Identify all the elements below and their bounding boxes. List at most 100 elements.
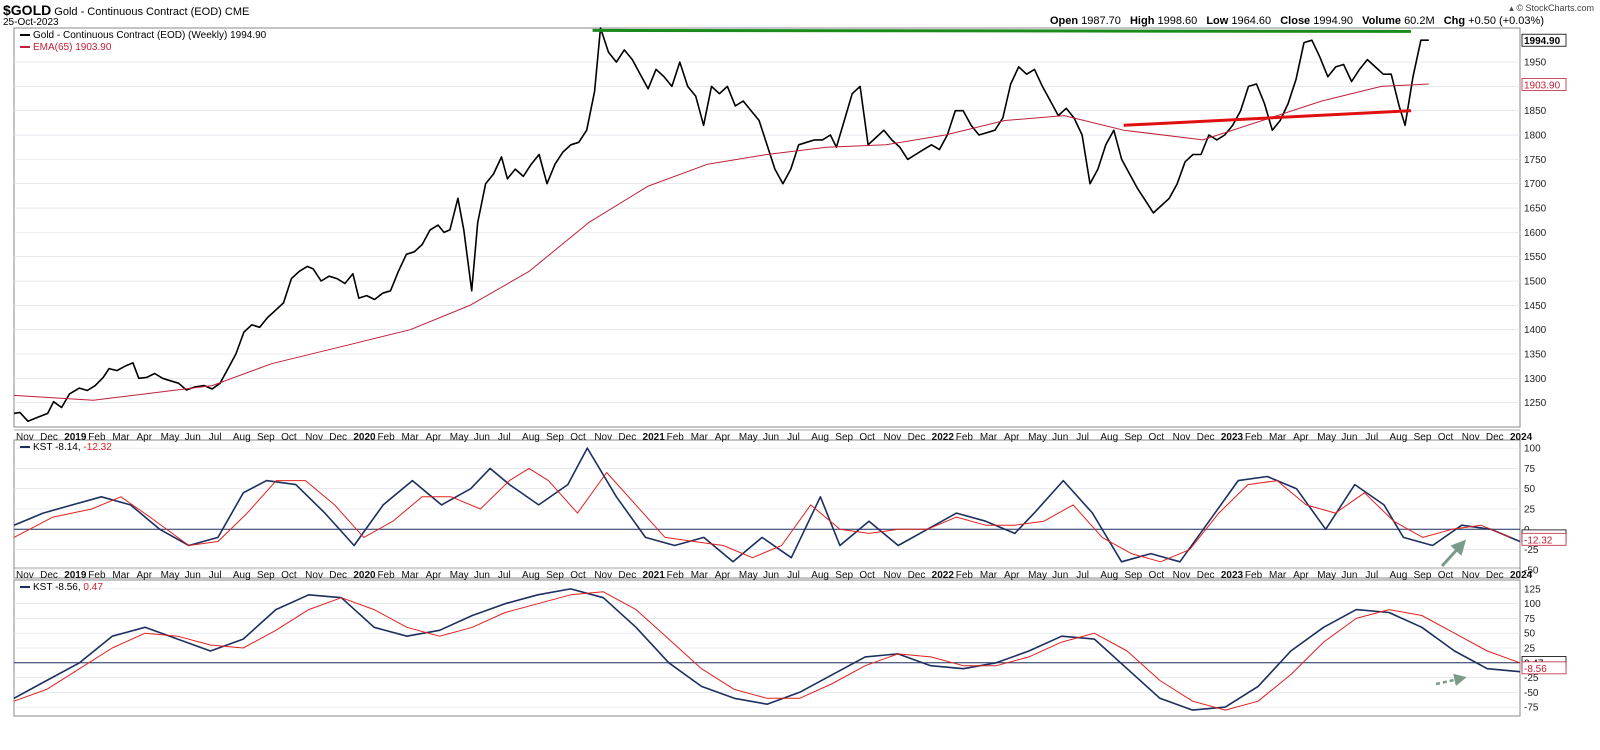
kst2-tick-label: 100 [1524, 599, 1541, 610]
x-tick-label: 2021 [643, 432, 666, 443]
x-tick-label: May [450, 570, 469, 581]
kst2-tick-label: 125 [1524, 584, 1541, 595]
ema-swatch [20, 46, 30, 49]
x-tick-label: Mar [980, 570, 998, 581]
x-tick-label: 2021 [643, 570, 666, 581]
ohlc-summary: Open 1987.70 High 1998.60 Low 1964.60 Cl… [1050, 15, 1550, 27]
price-last-value-label: 1903.90 [1524, 80, 1561, 91]
x-tick-label: Aug [233, 570, 251, 581]
kst2-tick-label: 25 [1524, 644, 1536, 655]
kst1-tick-label: 25 [1524, 505, 1536, 516]
x-tick-label: Jun [474, 570, 490, 581]
close-value: 1994.90 [1313, 15, 1354, 27]
x-tick-label: Nov [1173, 432, 1191, 443]
x-tick-label: May [1028, 432, 1047, 443]
x-tick-label: May [450, 432, 469, 443]
x-tick-label: Aug [522, 432, 540, 443]
x-tick-label: Mar [1269, 432, 1287, 443]
x-tick-label: 2022 [932, 570, 955, 581]
volume-value: 60.2M [1404, 15, 1435, 27]
x-tick-label: Feb [377, 432, 395, 443]
kst1-tick-label: -50 [1524, 565, 1539, 576]
x-tick-label: Feb [88, 570, 106, 581]
price-tick-label: 1750 [1524, 155, 1547, 166]
x-tick-label: Sep [257, 432, 275, 443]
kst1-up-arrow [1440, 539, 1467, 568]
x-tick-label: Jul [1365, 570, 1378, 581]
price-support-line [1123, 109, 1412, 127]
x-tick-label: Sep [1414, 432, 1432, 443]
x-tick-label: Dec [1197, 570, 1215, 581]
x-tick-label: 2022 [932, 432, 955, 443]
kst2-tick-label: -50 [1524, 688, 1539, 699]
symbol-ticker: $GOLD [3, 2, 52, 18]
chart-symbol: $GOLD Gold - Continuous Contract (EOD) C… [3, 2, 249, 18]
x-tick-label: Nov [305, 432, 323, 443]
kst1-tick-label: 75 [1524, 464, 1536, 475]
chart-date: 25-Oct-2023 [3, 17, 59, 28]
x-tick-label: Oct [570, 432, 586, 443]
x-tick-label: Apr [1004, 432, 1020, 443]
price-last-value-label: 1994.90 [1524, 36, 1561, 47]
volume-label: Volume [1362, 15, 1401, 27]
x-tick-label: May [1317, 432, 1336, 443]
kst2-tick-label: -25 [1524, 673, 1539, 684]
x-tick-label: Apr [1293, 570, 1309, 581]
price-legend-text: Gold - Continuous Contract (EOD) (Weekly… [33, 30, 267, 41]
high-label: High [1129, 15, 1155, 27]
price-ema-line [13, 83, 1429, 401]
x-tick-label: Sep [1414, 570, 1432, 581]
x-tick-label: Nov [1173, 570, 1191, 581]
chg-label: Chg [1443, 15, 1466, 27]
price-tick-label: 1300 [1524, 374, 1547, 385]
kst1-tick-label: -25 [1524, 545, 1539, 556]
x-tick-label: Jun [474, 432, 490, 443]
x-tick-label: Oct [859, 432, 875, 443]
x-tick-label: Dec [40, 432, 58, 443]
price-tick-label: 1850 [1524, 106, 1547, 117]
x-tick-label: Jun [1341, 432, 1357, 443]
x-tick-label: Jul [498, 570, 511, 581]
x-tick-label: Oct [1438, 432, 1454, 443]
price-legend: Gold - Continuous Contract (EOD) (Weekly… [20, 30, 266, 41]
x-tick-label: Feb [88, 432, 106, 443]
kst2-name: KST [33, 582, 53, 593]
x-tick-label: Feb [667, 570, 685, 581]
x-tick-label: Feb [667, 432, 685, 443]
x-tick-label: Jul [209, 570, 222, 581]
x-tick-label: 2020 [353, 432, 376, 443]
x-tick-label: Apr [715, 432, 731, 443]
x-tick-label: Apr [136, 432, 152, 443]
x-tick-label: Jun [1052, 432, 1068, 443]
x-tick-label: Nov [1462, 570, 1480, 581]
x-tick-label: Dec [1197, 432, 1215, 443]
kst1-value: -8.14, [55, 442, 81, 453]
x-tick-label: Nov [16, 570, 34, 581]
x-tick-label: Feb [1245, 570, 1263, 581]
price-tick-label: 1600 [1524, 228, 1547, 239]
x-tick-label: Mar [402, 570, 420, 581]
x-tick-label: Jun [1341, 570, 1357, 581]
kst1-tick-label: 100 [1524, 444, 1541, 455]
x-tick-label: Aug [522, 570, 540, 581]
x-tick-label: 2023 [1221, 570, 1244, 581]
low-label: Low [1206, 15, 1229, 27]
kst2-tick-label: 75 [1524, 614, 1536, 625]
x-tick-label: Mar [112, 432, 130, 443]
price-tick-label: 1650 [1524, 204, 1547, 215]
x-tick-label: Jun [763, 432, 779, 443]
x-tick-label: Mar [402, 432, 420, 443]
x-tick-label: Nov [1462, 432, 1480, 443]
kst1-kst-line [13, 447, 1521, 563]
x-tick-label: May [1028, 570, 1047, 581]
x-tick-label: Aug [233, 432, 251, 443]
x-tick-label: Dec [40, 570, 58, 581]
kst1-last-value-box [1521, 532, 1567, 546]
high-value: 1998.60 [1157, 15, 1198, 27]
x-tick-label: Sep [546, 570, 564, 581]
x-tick-label: Dec [329, 432, 347, 443]
kst2-last-value-label: -8.56 [1524, 664, 1547, 675]
stockcharts-credit: ▴ © StockCharts.com [1509, 3, 1594, 14]
kst2-swatch [20, 586, 30, 589]
x-tick-label: Jun [185, 432, 201, 443]
